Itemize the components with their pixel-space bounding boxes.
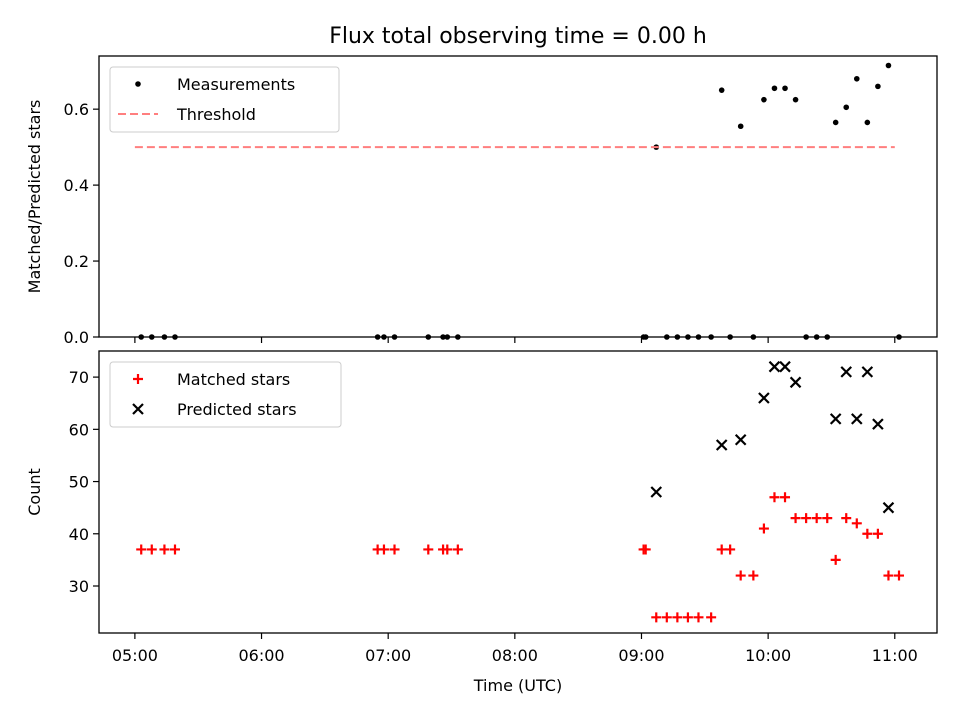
predicted-star-point (768, 360, 781, 373)
measurement-point (875, 83, 881, 90)
measurement-point (771, 85, 778, 92)
legend-label: Threshold (176, 105, 256, 124)
predicted-star-point (882, 501, 895, 514)
matched-star-point (851, 518, 862, 529)
x-tick-label: 11:00 (872, 646, 918, 665)
measurement-point (853, 75, 860, 82)
matched-star-point (758, 523, 769, 534)
measurement-point (792, 96, 799, 103)
y-tick-label: 0.4 (64, 176, 89, 195)
matched-star-point (423, 544, 434, 555)
matched-star-point (862, 528, 873, 539)
matched-star-point (169, 544, 180, 555)
matched-star-point (769, 492, 780, 503)
matched-star-point (780, 492, 791, 503)
top-panel-flux-ratio: 0.0 0.2 0.4 0.6 Matched/Predicted stars Measu… (25, 55, 938, 347)
measurement-point (718, 87, 725, 93)
y-tick-label: 30 (69, 577, 89, 596)
matched-star-point (159, 544, 170, 555)
matched-star-point (661, 612, 672, 623)
measurement-point (832, 119, 839, 126)
matched-star-point (790, 513, 801, 524)
legend-label: Matched stars (177, 370, 290, 389)
matched-star-point (894, 570, 905, 581)
predicted-star-point (789, 376, 802, 389)
legend-label: Predicted stars (177, 400, 297, 419)
measurement-point (885, 62, 892, 69)
legend-predicted-swatch (132, 403, 144, 415)
y-tick-label: 40 (69, 525, 89, 544)
y-tick-label: 0.0 (64, 328, 89, 347)
x-tick-label: 10:00 (745, 646, 791, 665)
matched-star-point (136, 544, 147, 555)
predicted-star-point (840, 366, 853, 378)
y-tick-label: 0.6 (64, 100, 89, 119)
predicted-star-point (758, 392, 770, 404)
predicted-star-point (715, 439, 728, 451)
matched-star-point (672, 612, 683, 623)
matched-star-point (801, 513, 812, 524)
matched-star-point (693, 612, 704, 623)
matched-star-point (146, 544, 157, 555)
legend-box (109, 66, 340, 133)
matched-star-point (725, 544, 736, 555)
matched-star-point (735, 570, 746, 581)
matched-star-point (811, 513, 822, 524)
x-tick-label: 08:00 (492, 646, 538, 665)
figure-title: Flux total observing time = 0.00 h (329, 24, 707, 49)
x-tick-label: 07:00 (365, 646, 411, 665)
measurement-point (843, 104, 850, 111)
matched-star-point (748, 570, 759, 581)
matched-star-point (706, 612, 717, 623)
matched-star-point (442, 544, 453, 555)
matched-star-point (389, 544, 400, 555)
measurement-point (737, 123, 744, 130)
matched-star-point (822, 513, 833, 524)
legend-box (109, 361, 342, 428)
matched-star-point (452, 544, 463, 555)
predicted-star-point (851, 413, 863, 425)
predicted-star-point (650, 486, 663, 498)
x-tick-label: 09:00 (618, 646, 664, 665)
matched-star-point (716, 544, 727, 555)
predicted-star-point (779, 360, 791, 373)
measurement-point (761, 96, 767, 103)
y-tick-label: 70 (69, 368, 89, 387)
y-axis-label: Count (25, 468, 44, 516)
matched-star-point (872, 528, 883, 539)
axes-frame (98, 55, 938, 338)
matched-star-point (651, 612, 662, 623)
y-tick-label: 60 (69, 420, 89, 439)
predicted-star-point (734, 434, 747, 446)
predicted-star-point (872, 418, 884, 430)
legend-matched-swatch (133, 374, 143, 384)
legend-label: Measurements (177, 75, 295, 94)
matched-star-point (883, 570, 894, 581)
y-tick-label: 0.2 (64, 252, 89, 271)
legend-measurement-swatch (135, 81, 141, 87)
predicted-star-point (861, 366, 874, 378)
bottom-panel-counts: 30 40 50 60 70 05:00 06:00 07:00 08:00 09:00 10:00… (25, 350, 938, 695)
predicted-star-point (829, 413, 842, 425)
axes-frame (98, 350, 938, 634)
measurement-point (864, 119, 871, 126)
x-axis-label: Time (UTC) (473, 676, 562, 695)
y-axis-label: Matched/Predicted stars (25, 100, 44, 294)
matched-star-point (682, 612, 693, 623)
x-tick-label: 06:00 (238, 646, 284, 665)
matched-star-point (830, 554, 841, 565)
measurement-point (782, 85, 788, 92)
y-tick-label: 50 (69, 473, 89, 492)
x-tick-label: 05:00 (112, 646, 158, 665)
matched-star-point (841, 513, 852, 524)
matched-star-point (640, 544, 651, 555)
matched-star-point (378, 544, 389, 555)
